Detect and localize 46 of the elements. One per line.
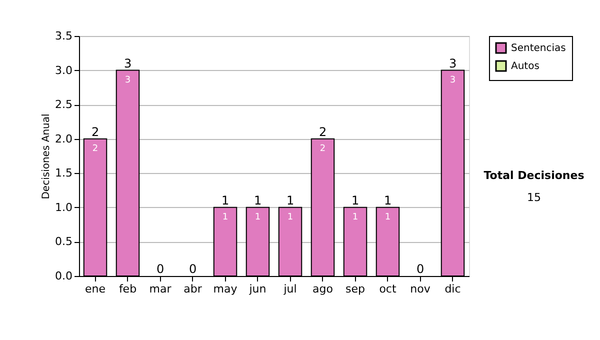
total-label: 1 [351,193,360,208]
total-label: 1 [384,193,392,208]
data-label: 1 [352,212,358,222]
y-tick-label: 0.5 [55,235,72,248]
x-tick-label: mar [149,282,172,296]
total-label: 3 [448,56,457,70]
data-label: 2 [320,144,326,154]
total-label: 0 [416,262,424,276]
x-tick-label: jul [282,282,297,296]
x-tick-label: ago [312,282,334,296]
x-tick-label: dic [444,282,461,296]
y-tick-label: 1.5 [55,166,72,180]
y-tick-label: 1.0 [55,200,72,214]
y-tick-label: 3.0 [55,64,72,77]
data-label: 2 [92,144,98,154]
x-tick-label: abr [184,282,202,296]
total-label: 1 [221,193,230,208]
total-label: 1 [286,193,294,208]
total-label: 3 [124,56,132,70]
y-tick-label: 2.0 [55,132,72,146]
x-tick-label: jun [248,282,266,296]
x-tick-label: may [213,282,238,296]
data-label: 1 [384,212,391,222]
data-label: 1 [222,212,228,222]
total-label: 2 [91,124,100,139]
text: Total Decisiones [484,169,585,182]
x-tick-label: nov [410,282,431,296]
legend-label: Sentencias [511,43,566,54]
total-label: 0 [156,262,164,276]
x-tick-label: sep [346,282,366,296]
x-tick-label: oct [379,282,397,296]
y-tick-label: 3.5 [55,30,72,42]
total-label: 0 [188,262,197,276]
y-tick-label: 0.0 [55,270,72,282]
total-label: 1 [254,193,262,208]
y-axis-title: Decisiones Anual [41,114,52,200]
data-label: 1 [287,212,294,222]
data-label: 1 [254,212,261,222]
x-tick-label: ene [84,282,106,296]
data-label: 3 [450,75,456,86]
total-label: 2 [318,124,327,139]
data-label: 3 [124,75,131,86]
x-tick-label: feb [118,282,137,296]
text: 15 [527,191,541,204]
y-tick-label: 2.5 [55,98,72,112]
legend-label: Autos [511,61,540,72]
